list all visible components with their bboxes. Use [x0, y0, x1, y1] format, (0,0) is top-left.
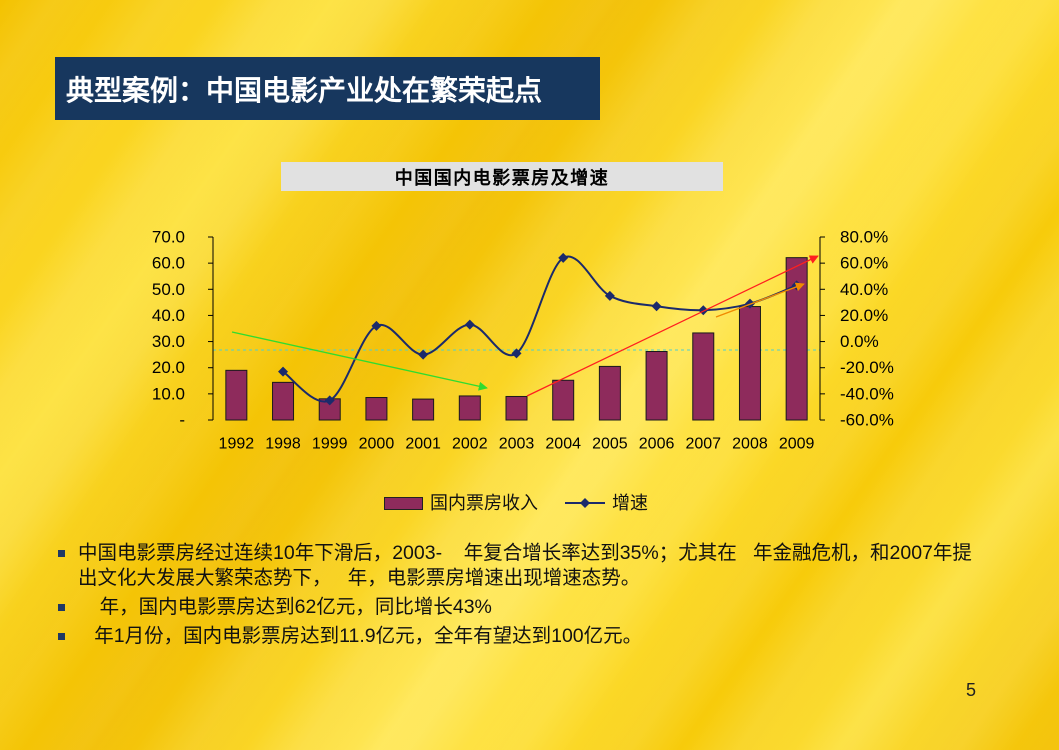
y-tick-label-right: 80.0%: [840, 228, 888, 247]
legend-label-growth: 增速: [612, 493, 648, 513]
growth-point-2002: [464, 319, 475, 330]
y-tick-label-right: 60.0%: [840, 254, 888, 273]
growth-point-1998: [278, 366, 289, 377]
y-tick-label-left: 50.0: [152, 280, 185, 299]
y-tick-label-left: 70.0: [152, 228, 185, 247]
y-tick-label-right: 0.0%: [840, 332, 879, 351]
bullet-marker: [58, 604, 65, 611]
chart-plot-area: 70.0 60.0 50.0 40.0 30.0 20.0 10.0 - 80.0% 60.0% 4…: [152, 228, 894, 453]
x-tick-label: 2004: [545, 436, 581, 453]
bullet-marker: [58, 633, 65, 640]
y-tick-label-right: 20.0%: [840, 306, 888, 325]
bullet-text-line: 年，国内电影票房达到62亿元，同比增长43%: [78, 596, 492, 618]
bar-2004: [552, 379, 575, 421]
bar-1992: [225, 369, 248, 421]
growth-point-2005: [604, 290, 615, 301]
slide-title: 典型案例：中国电影产业处在繁荣起点: [66, 74, 543, 106]
trend-arrow-growth: [715, 282, 805, 318]
growth-point-1999: [324, 395, 335, 406]
bar-2001: [412, 398, 435, 421]
bar-1998: [272, 381, 295, 421]
bar-2009: [785, 257, 808, 421]
x-tick-label: 1992: [219, 436, 255, 453]
y-tick-label-left: 60.0: [152, 254, 185, 273]
x-tick-label: 1999: [312, 436, 348, 453]
bullet-item-2: 年，国内电影票房达到62亿元，同比增长43%: [78, 595, 1053, 620]
x-tick-label: 2005: [592, 436, 628, 453]
y-tick-label-left: 40.0: [152, 306, 185, 325]
x-tick-label: 2001: [405, 436, 441, 453]
growth-point-2004: [558, 252, 569, 263]
bullet-item-3: 年1月份，国内电影票房达到11.9亿元，全年有望达到100亿元。: [78, 624, 1053, 649]
bullet-item-1: 中国电影票房经过连续10年下滑后，2003- 年复合增长率达到35%；尤其在 年…: [78, 541, 1053, 591]
legend-swatch-box-office: [384, 497, 423, 510]
growth-point-2000: [371, 320, 382, 331]
x-tick-label: 2006: [639, 436, 675, 453]
trend-arrow-down: [231, 331, 488, 391]
y-tick-label-left: 10.0: [152, 384, 185, 403]
trend-arrow-up: [526, 255, 819, 397]
x-tick-label: 2007: [685, 436, 721, 453]
bar-2003: [505, 395, 528, 421]
chart-title-box: 中国国内电影票房及增速: [281, 162, 723, 191]
x-tick-label: 2008: [732, 436, 768, 453]
y-tick-label-left: 20.0: [152, 358, 185, 377]
title-banner: 典型案例：中国电影产业处在繁荣起点: [55, 57, 600, 120]
x-tick-label: 2003: [499, 436, 535, 453]
growth-point-2001: [418, 349, 429, 360]
y-tick-label-right: -20.0%: [840, 358, 894, 377]
growth-point-2007: [698, 305, 709, 316]
y-tick-label-right: -40.0%: [840, 384, 894, 403]
growth-point-2003: [511, 348, 522, 359]
bar-2006: [645, 351, 668, 421]
growth-point-2006: [651, 301, 662, 312]
legend-label-box-office: 国内票房收入: [430, 493, 538, 513]
x-tick-label: 1998: [265, 436, 301, 453]
bar-2005: [598, 365, 621, 421]
bar-2008: [738, 306, 761, 421]
bullet-text-line: 出文化大发展大繁荣态势下， 年，电影票房增速出现增速态势。: [78, 567, 641, 589]
box-office-combo-chart: 70.0 60.0 50.0 40.0 30.0 20.0 10.0 - 80.0% 60.0% 4…: [152, 228, 894, 453]
bullet-text-line: 中国电影票房经过连续10年下滑后，2003- 年复合增长率达到35%；尤其在 年…: [78, 542, 972, 564]
y-tick-label-right: 40.0%: [840, 280, 888, 299]
bar-2000: [365, 397, 388, 421]
y-tick-label-right: -60.0%: [840, 411, 894, 430]
y-tick-label-left: -: [179, 411, 185, 430]
bar-2007: [692, 332, 715, 421]
growth-line: [282, 255, 798, 403]
y-tick-label-left: 30.0: [152, 332, 185, 351]
chart-title: 中国国内电影票房及增速: [394, 167, 610, 188]
page-number: 5: [966, 680, 977, 700]
legend-swatch-growth: [565, 498, 605, 508]
x-tick-label: 2009: [779, 436, 815, 453]
x-tick-label: 2002: [452, 436, 488, 453]
x-tick-label: 2000: [359, 436, 395, 453]
bullet-marker: [58, 550, 65, 557]
bar-2002: [458, 395, 481, 421]
bullet-text-line: 年1月份，国内电影票房达到11.9亿元，全年有望达到100亿元。: [78, 625, 643, 647]
